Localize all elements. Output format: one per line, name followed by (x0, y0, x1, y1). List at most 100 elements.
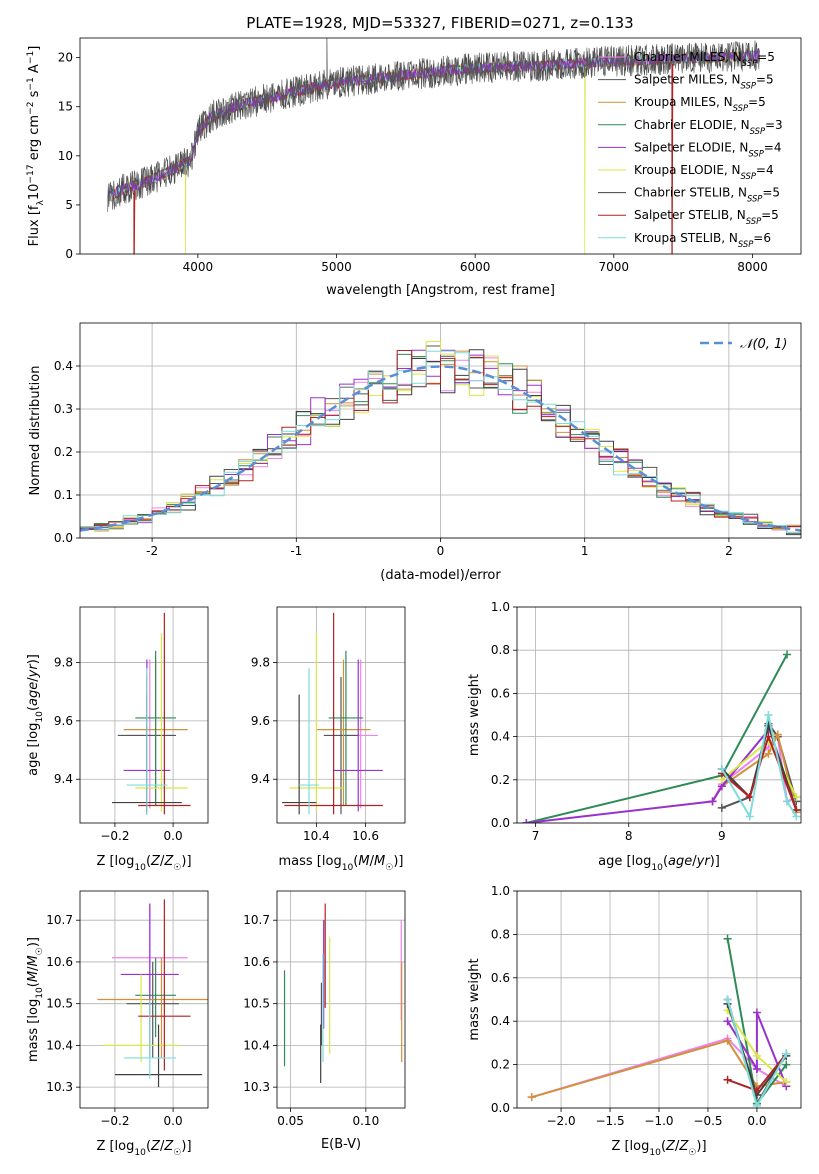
weight-marker (764, 749, 773, 758)
weight-marker (773, 730, 782, 739)
y-tick-label: 15 (58, 100, 73, 114)
y-axis-label: Flux [fλ10−17 erg cm−2 s−1 A−1] (26, 46, 46, 247)
x-tick-label: 8 (625, 829, 633, 843)
spectrum-series-salpeter_miles (107, 38, 760, 213)
x-tick-label: 2 (725, 544, 733, 558)
legend-entry: Kroupa MILES, NSSP=5 (634, 95, 766, 113)
x-tick-label: 10.6 (352, 829, 379, 843)
legend-entry: Salpeter ELODIE, NSSP=4 (634, 140, 782, 158)
x-tick-label: 5000 (321, 260, 352, 274)
x-axis-label: E(B-V) (321, 1137, 361, 1152)
legend-entry: Salpeter MILES, NSSP=5 (634, 73, 774, 91)
weight-marker (717, 803, 726, 812)
age_vs_metallicity-frame (79, 606, 209, 824)
x-tick-label: 0.0 (747, 1114, 766, 1128)
x-axis-label: (data-model)/error (380, 568, 501, 583)
legend-entry: Kroupa ELODIE, NSSP=4 (634, 163, 774, 181)
mass_weight_vs_age-plot-area (522, 650, 801, 823)
mass_weight_vs_age-frame (516, 606, 802, 824)
weight-marker (723, 1075, 732, 1084)
weight-marker (792, 812, 801, 821)
x-tick-label: −0.5 (693, 1114, 722, 1128)
y-tick-label: 0.8 (491, 643, 510, 657)
x-tick-label: −1.5 (595, 1114, 624, 1128)
x-tick-label: -1 (290, 544, 302, 558)
legend-entry: 𝒩(0, 1) (740, 337, 787, 352)
mass_weight_vs_metallicity-plot-area (527, 934, 791, 1108)
y-tick-label: 0.8 (491, 927, 510, 941)
y-tick-label: 0 (65, 247, 73, 261)
x-axis-label: wavelength [Angstrom, rest frame] (326, 283, 555, 298)
weight-marker (764, 732, 773, 741)
y-axis-label: mass weight (467, 674, 482, 756)
y-tick-label: 0.6 (491, 686, 510, 700)
weight-marker (764, 711, 773, 719)
age_vs_mass-axes: 10.4 10.6 9.4 9.6 9.8 (251, 607, 405, 843)
weight-marker (527, 1093, 536, 1102)
x-tick-label: 0.0 (164, 1114, 183, 1128)
y-tick-label: 10.6 (243, 955, 270, 969)
y-tick-label: 1.0 (491, 600, 510, 614)
y-tick-label: 20 (58, 51, 73, 65)
normal-curve (80, 365, 801, 532)
weight-marker (723, 934, 732, 943)
y-tick-label: 0.0 (491, 1101, 510, 1115)
x-axis-label: age [log10(age/yr)] (598, 854, 720, 873)
x-tick-label: −0.2 (100, 829, 129, 843)
x-axis-label: Z [log10(Z/Z☉)] (96, 1139, 191, 1158)
x-tick-label: −1.0 (644, 1114, 673, 1128)
weight-marker (783, 650, 792, 659)
mass_weight_vs_age-axes: 7 8 9 0.0 0.2 0.4 0.6 0.8 1.0 (491, 600, 801, 843)
y-tick-label: 10.6 (46, 955, 73, 969)
y-tick-label: 1.0 (491, 884, 510, 898)
legend-entry: Kroupa STELIB, NSSP=6 (634, 231, 771, 249)
weight-marker (782, 1060, 791, 1069)
weight-marker (752, 1008, 761, 1017)
x-tick-label: 0.10 (352, 1114, 379, 1128)
spectrum-axes: 4000 5000 6000 7000 8000 0 5 10 15 20 (58, 51, 768, 274)
x-tick-label: 7 (532, 829, 540, 843)
y-tick-label: 10.5 (243, 997, 270, 1011)
weight-marker (522, 819, 531, 823)
y-axis-label: age [log10(age/yr)] (26, 654, 45, 776)
weight-marker (723, 1036, 732, 1045)
mass_vs_metallicity-axes: −0.2 0.0 10.3 10.4 10.5 10.6 10.7 (46, 891, 208, 1128)
x-tick-label: 6000 (460, 260, 491, 274)
weight-marker (752, 1064, 761, 1073)
y-axis-label: mass [log10(M/M☉)] (26, 937, 45, 1062)
weight-marker (782, 1049, 791, 1058)
x-tick-label: -2 (146, 544, 158, 558)
residuals-plot-area (80, 341, 801, 536)
x-axis-label: Z [log10(Z/Z☉)] (611, 1139, 706, 1158)
y-tick-label: 0.2 (491, 773, 510, 787)
y-tick-label: 0.1 (54, 488, 73, 502)
y-tick-label: 9.8 (54, 655, 73, 669)
weight-marker (752, 1051, 761, 1060)
mass_vs_ebv-plot-area (283, 903, 403, 1083)
y-tick-label: 0.3 (54, 402, 73, 416)
residuals-frame (79, 322, 802, 539)
y-tick-label: 0.0 (54, 531, 73, 545)
weight-line-salpeter_elodie (726, 1012, 788, 1087)
mass_weight_vs_metallicity-frame (516, 890, 802, 1109)
x-tick-label: −0.2 (100, 1114, 129, 1128)
weight-marker (782, 1077, 791, 1086)
y-tick-label: 10.4 (46, 1038, 73, 1052)
age_vs_metallicity-plot-area (112, 612, 191, 815)
spectrum-plot-area (107, 38, 760, 254)
x-axis-label: Z [log10(Z/Z☉)] (96, 854, 191, 873)
y-tick-label: 9.4 (54, 772, 73, 786)
mass_vs_ebv-frame (276, 890, 406, 1109)
legend-entry: Chabrier ELODIE, NSSP=3 (634, 118, 783, 136)
x-tick-label: 0 (437, 544, 445, 558)
age_vs_mass-plot-area (281, 612, 383, 815)
legend-entry: Salpeter STELIB, NSSP=5 (634, 208, 779, 226)
y-tick-label: 0.6 (491, 971, 510, 985)
legend-entry: Chabrier MILES, NSSP=5 (634, 50, 775, 68)
weight-marker (717, 765, 726, 773)
mass_vs_ebv-grid (277, 891, 405, 1108)
y-tick-label: 10.7 (46, 913, 73, 927)
mass_vs_metallicity-frame (79, 890, 209, 1109)
chart-title: PLATE=1928, MJD=53327, FIBERID=0271, z=0… (246, 14, 633, 32)
y-tick-label: 10 (58, 149, 73, 163)
